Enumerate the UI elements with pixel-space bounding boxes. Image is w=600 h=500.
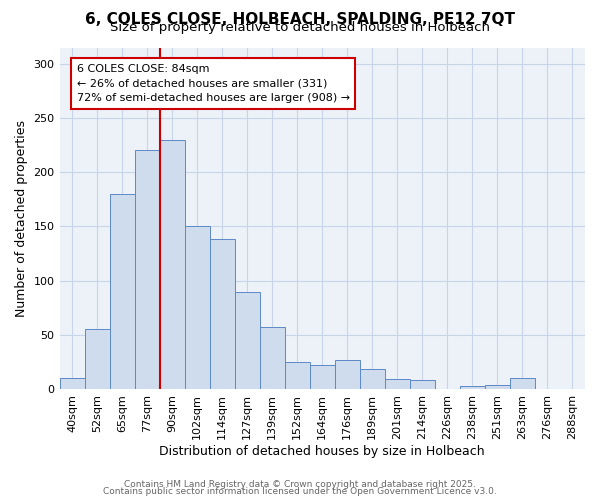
Text: 6, COLES CLOSE, HOLBEACH, SPALDING, PE12 7QT: 6, COLES CLOSE, HOLBEACH, SPALDING, PE12… bbox=[85, 12, 515, 28]
Bar bbox=[59, 378, 85, 389]
Bar bbox=[160, 140, 185, 389]
Bar bbox=[260, 327, 285, 389]
Bar bbox=[485, 384, 510, 389]
Bar bbox=[410, 380, 435, 389]
Bar bbox=[134, 150, 160, 389]
Bar bbox=[85, 330, 110, 389]
Bar bbox=[310, 365, 335, 389]
Text: Size of property relative to detached houses in Holbeach: Size of property relative to detached ho… bbox=[110, 22, 490, 35]
Y-axis label: Number of detached properties: Number of detached properties bbox=[15, 120, 28, 316]
Bar bbox=[510, 378, 535, 389]
Bar bbox=[360, 370, 385, 389]
Bar bbox=[185, 226, 209, 389]
Bar bbox=[110, 194, 134, 389]
Bar bbox=[460, 386, 485, 389]
Bar bbox=[335, 360, 360, 389]
Bar bbox=[285, 362, 310, 389]
Text: Contains HM Land Registry data © Crown copyright and database right 2025.: Contains HM Land Registry data © Crown c… bbox=[124, 480, 476, 489]
Text: 6 COLES CLOSE: 84sqm
← 26% of detached houses are smaller (331)
72% of semi-deta: 6 COLES CLOSE: 84sqm ← 26% of detached h… bbox=[77, 64, 350, 104]
Bar bbox=[209, 240, 235, 389]
Bar bbox=[385, 379, 410, 389]
Bar bbox=[235, 292, 260, 389]
X-axis label: Distribution of detached houses by size in Holbeach: Distribution of detached houses by size … bbox=[160, 444, 485, 458]
Text: Contains public sector information licensed under the Open Government Licence v3: Contains public sector information licen… bbox=[103, 487, 497, 496]
